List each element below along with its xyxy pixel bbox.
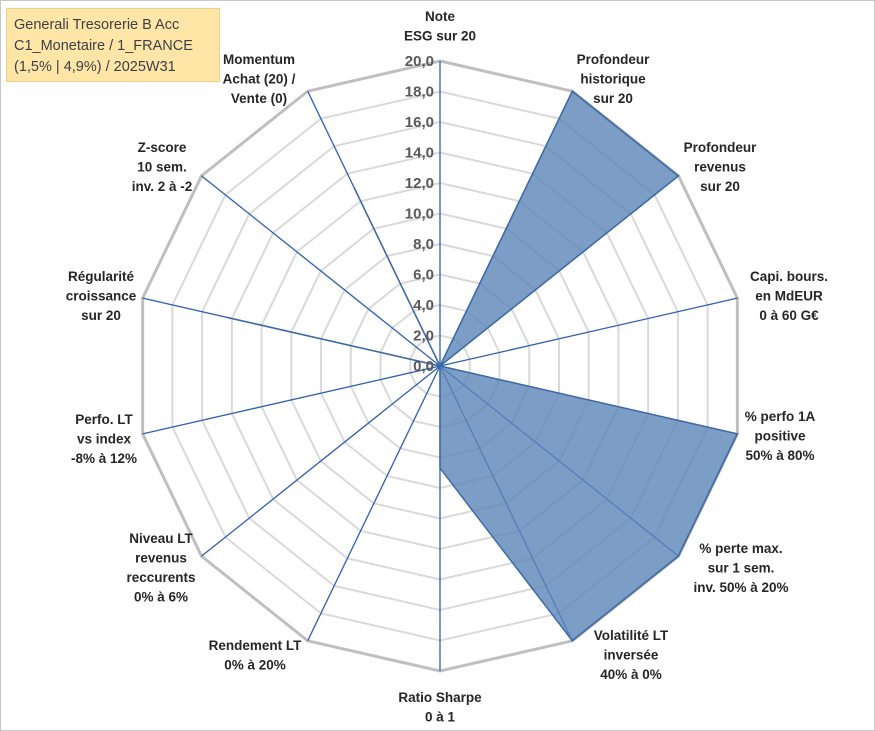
axis-spoke	[142, 365, 441, 435]
category-label-line: Perfo. LT	[75, 412, 133, 427]
category-label-line: Profondeur	[684, 140, 757, 155]
axis-spoke	[201, 175, 441, 367]
category-label: Volatilité LT inversée 40% à 0%	[594, 628, 669, 682]
tick-label: 2,0	[413, 328, 434, 345]
category-label-line: Volatilité LT	[594, 628, 669, 643]
series-area	[227, 90, 739, 642]
category-label-line: Z-score	[138, 140, 187, 155]
radar-series	[227, 90, 739, 642]
category-label-line: en MdEUR	[755, 289, 823, 304]
category-label: Profondeur historique sur 20	[577, 52, 650, 106]
category-label: % perfo 1A positive 50% à 80%	[745, 409, 816, 463]
category-label-line: -8% à 12%	[71, 451, 137, 466]
category-label-line: Ratio Sharpe	[398, 690, 482, 705]
category-label-line: Vente (0)	[231, 91, 287, 106]
category-label-line: Régularité	[68, 269, 135, 284]
category-label-line: inv. 50% à 20%	[693, 580, 788, 595]
category-label-line: inversée	[604, 648, 659, 663]
category-label-line: reccurents	[126, 570, 195, 585]
category-label-line: Rendement LT	[209, 638, 303, 653]
category-label: Niveau LT revenus reccurents 0% à 6%	[126, 531, 195, 605]
category-label-line: revenus	[694, 160, 746, 175]
fund-name: Generali Tresorerie B Acc	[14, 17, 180, 33]
tick-label: 0,0	[413, 358, 434, 375]
tick-label: 14,0	[405, 145, 434, 162]
category-label-line: % perfo 1A	[745, 409, 816, 424]
category-label-line: vs index	[77, 432, 132, 447]
category-label: Perfo. LT vs index -8% à 12%	[71, 412, 137, 466]
tick-label: 12,0	[405, 175, 434, 192]
category-label: Momentum Achat (20) / Vente (0)	[223, 52, 296, 106]
category-label-line: 50% à 80%	[745, 448, 814, 463]
category-label: Ratio Sharpe 0 à 1	[398, 690, 482, 725]
category-label: Z-score 10 sem. inv. 2 à -2	[132, 140, 193, 194]
tick-label: 20,0	[405, 53, 434, 70]
category-label-line: historique	[580, 72, 646, 87]
category-label-line: Achat (20) /	[223, 72, 296, 87]
category-label-line: sur 1 sem.	[708, 561, 775, 576]
category-label-line: Profondeur	[577, 52, 650, 67]
category-label-line: sur 20	[81, 308, 121, 323]
category-label-line: 40% à 0%	[600, 667, 662, 682]
category-label-line: 10 sem.	[137, 160, 187, 175]
category-label-line: croissance	[66, 289, 137, 304]
tick-label: 18,0	[405, 84, 434, 101]
category-label-line: 0% à 20%	[224, 658, 286, 673]
category-label: Profondeur revenus sur 20	[684, 140, 757, 194]
category-label-line: 0 à 1	[425, 710, 456, 725]
radar-tick-labels: 0,0 2,0 4,0 6,0 8,0 10,0 12,0 14,0 16,0 18,0 20,0	[405, 53, 434, 375]
fund-category: C1_Monetaire / 1_FRANCE	[14, 38, 193, 54]
category-label-line: positive	[754, 429, 806, 444]
category-label-line: inv. 2 à -2	[132, 179, 193, 194]
category-label-line: Momentum	[223, 52, 295, 67]
category-label: Note ESG sur 20	[404, 9, 476, 44]
tick-label: 16,0	[405, 114, 434, 131]
category-label-line: 0% à 6%	[134, 590, 188, 605]
category-label-line: 0 à 60 G€	[759, 308, 819, 323]
fund-title-box: Generali Tresorerie B Acc C1_Monetaire /…	[6, 8, 220, 82]
category-label: Capi. bours. en MdEUR 0 à 60 G€	[750, 269, 828, 323]
tick-label: 6,0	[413, 267, 434, 284]
radar-category-labels: Note ESG sur 20 Profondeur historique sur 20…	[66, 9, 828, 725]
axis-spoke	[439, 297, 738, 367]
fund-range-week: (1,5% | 4,9%) / 2025W31	[14, 59, 176, 75]
category-label-line: revenus	[135, 551, 187, 566]
category-label-line: Capi. bours.	[750, 269, 828, 284]
category-label-line: sur 20	[700, 179, 740, 194]
tick-label: 8,0	[413, 236, 434, 253]
category-label: Régularité croissance sur 20	[66, 269, 137, 323]
axis-spoke	[201, 365, 441, 557]
category-label-line: % perte max.	[699, 541, 782, 556]
category-label: % perte max. sur 1 sem. inv. 50% à 20%	[693, 541, 788, 595]
category-label-line: sur 20	[593, 91, 633, 106]
tick-label: 10,0	[405, 206, 434, 223]
category-label-line: ESG sur 20	[404, 29, 476, 44]
tick-label: 4,0	[413, 297, 434, 314]
category-label: Rendement LT 0% à 20%	[209, 638, 303, 673]
category-label-line: Note	[425, 9, 455, 24]
category-label-line: Niveau LT	[129, 531, 193, 546]
axis-spoke	[307, 365, 441, 642]
